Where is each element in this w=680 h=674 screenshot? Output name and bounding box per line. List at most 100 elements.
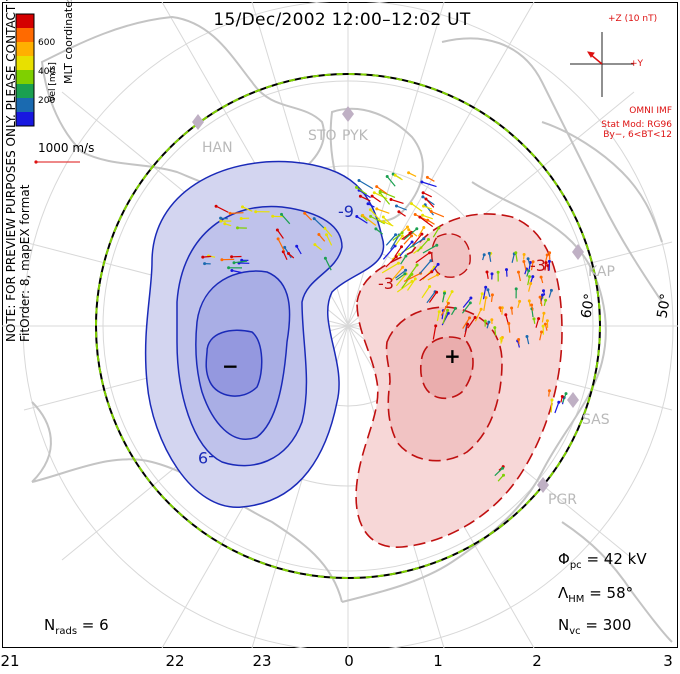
colorbar-tick-200: 200 <box>38 96 56 106</box>
site-label-kap: KAP <box>588 264 615 280</box>
velocity-vector <box>419 271 433 282</box>
velocity-vector-origin <box>425 175 429 179</box>
velocity-vector-origin <box>413 213 417 216</box>
mlt-tick-23: 23 <box>252 652 272 670</box>
velocity-vector <box>463 324 469 338</box>
velocity-vector-origin <box>490 293 494 297</box>
nvc-symbol: N <box>558 616 570 634</box>
velocity-vector-origin <box>485 270 489 274</box>
velocity-vector <box>231 269 242 274</box>
velocity-vector-origin <box>490 318 494 322</box>
velocity-vector-origin <box>525 335 529 338</box>
negative-cell <box>144 160 385 508</box>
velocity-vector-origin <box>407 228 411 232</box>
velocity-vector-origin <box>368 208 372 212</box>
velocity-vector-origin <box>473 316 477 319</box>
velocity-vector-origin <box>358 194 362 198</box>
velocity-vector-origin <box>437 310 441 314</box>
velocity-vector <box>233 260 248 264</box>
imf-clock-dial <box>570 32 634 97</box>
velocity-vector-origin <box>370 194 374 198</box>
velocity-vector-origin <box>408 231 412 235</box>
velocity-vector <box>242 206 253 212</box>
velocity-vector <box>395 273 407 287</box>
velocity-vector-origin <box>418 215 422 219</box>
velocity-vector <box>462 297 472 308</box>
note-line-1: NOTE: FOR PREVIEW PURPOSES ONLY. PLEASE … <box>4 0 18 342</box>
velocity-vector <box>432 325 437 340</box>
velocity-vector-origin <box>303 211 307 215</box>
velocity-vector-origin <box>395 204 398 208</box>
velocity-vector-origin <box>522 260 526 263</box>
latitude-grid <box>2 2 678 648</box>
velocity-vector-origin <box>381 215 385 219</box>
velocity-vector-origin <box>374 227 378 231</box>
velocity-vector-origin <box>557 400 561 404</box>
velocity-vector-origin <box>420 180 424 184</box>
velocity-vector-origin <box>422 226 426 229</box>
velocity-vector <box>401 232 411 240</box>
velocity-vector-origin <box>219 216 223 220</box>
site-markers <box>192 106 584 493</box>
velocity-vector <box>396 205 407 211</box>
velocity-vector-origin <box>295 244 299 248</box>
velocity-vector-origin <box>397 210 401 214</box>
velocity-vector <box>358 189 371 199</box>
velocity-vector <box>313 218 325 229</box>
velocity-vector-origin <box>450 290 454 294</box>
velocity-vector <box>427 274 438 281</box>
velocity-vector-origin <box>357 179 361 182</box>
velocity-vector-origin <box>400 234 404 238</box>
velocity-vector-origin <box>539 275 543 279</box>
velocity-vectors <box>201 171 568 482</box>
velocity-vector-origin <box>483 319 487 323</box>
velocity-vector-origin <box>375 185 379 189</box>
velocity-vector-origin <box>466 322 470 326</box>
velocity-vector-origin <box>545 319 549 323</box>
velocity-vector <box>376 208 390 214</box>
nrads-symbol: N <box>44 616 56 634</box>
imf-model: Stat Mod: RG96 <box>601 120 672 130</box>
mlt-tick-2: 2 <box>532 652 542 670</box>
note-line-2: FitOrder: 8, mapEX format <box>18 184 32 342</box>
velocity-vector-origin <box>355 185 358 189</box>
velocity-vector <box>517 271 521 282</box>
velocity-vector-origin <box>394 233 398 237</box>
velocity-vector-origin <box>410 202 413 206</box>
velocity-vector-origin <box>427 238 430 241</box>
velocity-vector <box>371 195 381 203</box>
velocity-vector-origin <box>287 252 290 255</box>
velocity-vector <box>403 235 413 245</box>
velocity-vector <box>390 198 404 204</box>
mlt-axis: 21 22 23 0 1 2 3 <box>0 652 680 672</box>
velocity-vector-origin <box>369 214 373 218</box>
velocity-vector <box>304 212 313 221</box>
velocity-vector-origin <box>514 251 518 255</box>
positive-cell <box>355 213 563 548</box>
velocity-vector-origin <box>275 228 279 232</box>
velocity-vector-origin <box>531 260 535 264</box>
velocity-vector-origin <box>480 292 484 296</box>
velocity-vector-origin <box>323 256 327 260</box>
mlt-tick-1: 1 <box>433 652 443 670</box>
velocity-vector-origin <box>446 308 450 312</box>
velocity-vector-origin <box>514 287 518 291</box>
velocity-vector <box>324 258 332 271</box>
velocity-vector-origin <box>493 326 497 330</box>
velocity-vector-origin <box>430 270 434 274</box>
velocity-vector-origin <box>375 207 379 211</box>
velocity-vector <box>391 267 404 281</box>
nvc-value: = 300 <box>580 616 632 634</box>
velocity-vector <box>494 467 504 477</box>
velocity-vector-origin <box>397 261 400 265</box>
velocity-vector <box>324 227 333 237</box>
velocity-vector-origin <box>404 254 408 258</box>
velocity-vector <box>379 192 391 205</box>
velocity-vector <box>415 252 430 264</box>
velocity-vector <box>417 227 425 237</box>
phi-subscript: pc <box>569 560 582 571</box>
velocity-vector-origin <box>254 210 258 214</box>
velocity-vector <box>230 212 244 214</box>
velocity-vector-origin <box>400 245 403 249</box>
velocity-vector-origin <box>502 473 505 477</box>
